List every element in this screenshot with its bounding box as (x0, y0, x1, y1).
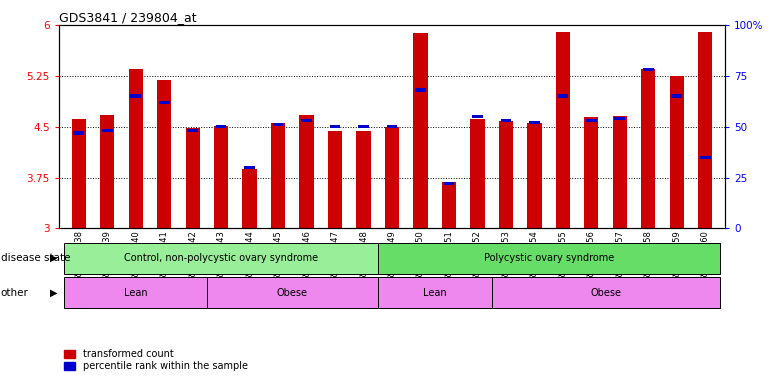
Bar (71, 119, 86, 228)
FancyBboxPatch shape (378, 277, 492, 308)
Bar (671, 94, 682, 98)
Bar (328, 131, 342, 228)
Bar (245, 166, 255, 169)
Bar (556, 32, 570, 228)
Bar (186, 128, 200, 228)
Bar (584, 117, 598, 228)
Bar (271, 123, 285, 228)
Bar (357, 131, 371, 228)
Legend: transformed count, percentile rank within the sample: transformed count, percentile rank withi… (60, 345, 252, 375)
Text: ▶: ▶ (49, 288, 57, 298)
Bar (613, 116, 627, 228)
Text: Obese: Obese (277, 288, 308, 298)
Bar (74, 131, 84, 134)
Bar (416, 88, 426, 92)
Bar (242, 169, 256, 228)
Bar (557, 94, 568, 98)
Bar (216, 125, 227, 128)
FancyBboxPatch shape (207, 277, 378, 308)
Text: ▶: ▶ (49, 253, 57, 263)
Bar (499, 121, 513, 228)
Bar (130, 94, 141, 98)
Text: Polycystic ovary syndrome: Polycystic ovary syndrome (484, 253, 614, 263)
Bar (358, 125, 368, 128)
Bar (387, 125, 397, 128)
Bar (670, 76, 684, 228)
Text: Obese: Obese (590, 288, 621, 298)
Bar (615, 117, 625, 120)
Text: GDS3841 / 239804_at: GDS3841 / 239804_at (59, 11, 197, 24)
Bar (528, 122, 542, 228)
Bar (330, 125, 340, 128)
FancyBboxPatch shape (378, 243, 720, 274)
Bar (442, 182, 456, 228)
Bar (385, 127, 399, 228)
Bar (100, 114, 114, 228)
Text: other: other (1, 288, 29, 298)
Text: disease state: disease state (1, 253, 71, 263)
Bar (641, 69, 655, 228)
Bar (102, 129, 113, 132)
Bar (214, 126, 228, 228)
Bar (299, 115, 314, 228)
Text: Lean: Lean (423, 288, 447, 298)
Bar (698, 32, 713, 228)
FancyBboxPatch shape (64, 243, 378, 274)
Text: Lean: Lean (124, 288, 147, 298)
Bar (470, 119, 485, 228)
Bar (500, 119, 511, 122)
Bar (586, 119, 597, 122)
Bar (273, 123, 284, 126)
FancyBboxPatch shape (492, 277, 720, 308)
Bar (472, 115, 483, 118)
Bar (413, 33, 427, 228)
Bar (700, 156, 710, 159)
Bar (157, 80, 171, 228)
FancyBboxPatch shape (64, 277, 207, 308)
Text: Control, non-polycystic ovary syndrome: Control, non-polycystic ovary syndrome (124, 253, 318, 263)
Bar (159, 101, 169, 104)
Bar (643, 68, 654, 71)
Bar (529, 121, 539, 124)
Bar (187, 129, 198, 132)
Bar (301, 119, 312, 122)
Bar (129, 69, 143, 228)
Bar (444, 182, 454, 185)
